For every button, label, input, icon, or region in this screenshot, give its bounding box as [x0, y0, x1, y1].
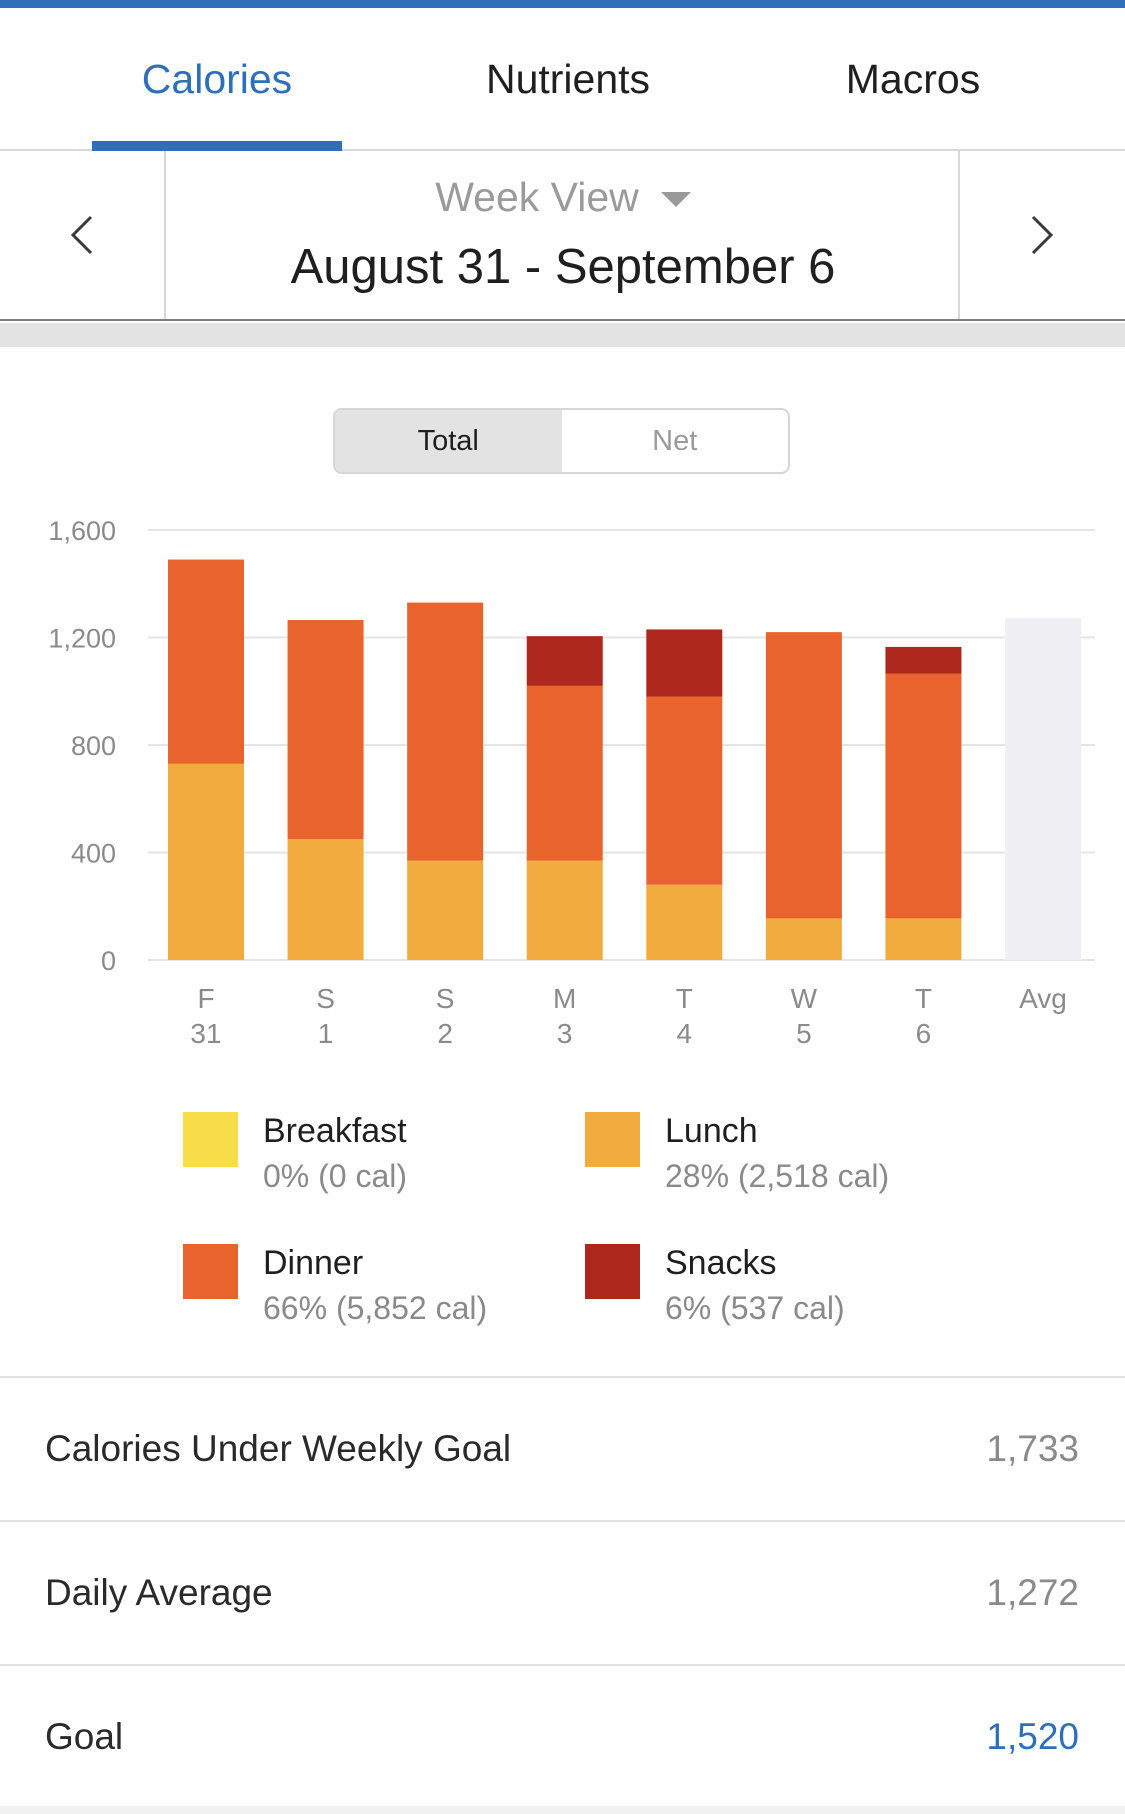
legend-item-breakfast: Breakfast 0% (0 cal)	[183, 1100, 603, 1210]
x-day-label: F	[197, 983, 214, 1014]
x-date-label: 4	[677, 1018, 693, 1049]
bar-segment-dinner[interactable]	[765, 632, 842, 919]
dinner-swatch	[183, 1244, 238, 1299]
breakfast-swatch	[183, 1112, 238, 1167]
x-date-label: 3	[557, 1018, 573, 1049]
legend-item-dinner: Dinner 66% (5,852 cal)	[183, 1232, 603, 1342]
goal-value-link[interactable]: 1,520	[986, 1716, 1079, 1757]
bar-segment-snacks[interactable]	[885, 646, 962, 674]
bar-segment-lunch[interactable]	[287, 839, 364, 960]
bar-segment-dinner[interactable]	[526, 685, 603, 861]
date-navigator: Week View August 31 - September 6	[0, 151, 1125, 321]
x-date-label: 2	[437, 1018, 453, 1049]
legend-name: Dinner	[263, 1244, 364, 1282]
bar-segment-snacks[interactable]	[646, 629, 723, 697]
y-tick-label: 1,600	[48, 516, 116, 546]
x-day-label: T	[676, 983, 693, 1014]
summary-row-daily-average: Daily Average 1,272	[0, 1520, 1125, 1664]
calorie-chart: 0 400 800 1,200 1,600 F 31 S 1 S 2 M 3 T 4 W 5 T 6 Avg	[0, 500, 1125, 1060]
x-date-label: 31	[190, 1018, 221, 1049]
summary-list: Calories Under Weekly Goal 1,733 Daily A…	[0, 1376, 1125, 1808]
chevron-right-icon	[1031, 215, 1054, 255]
lunch-swatch	[585, 1112, 640, 1167]
next-week-button[interactable]	[958, 151, 1124, 319]
y-tick-label: 0	[101, 946, 116, 976]
x-day-label: Avg	[1019, 983, 1067, 1014]
bar-segment-lunch[interactable]	[168, 763, 244, 960]
section-divider	[0, 323, 1125, 347]
chevron-left-icon	[70, 215, 93, 255]
view-mode-label: Week View	[435, 173, 639, 220]
tab-nutrients[interactable]: Nutrients	[485, 56, 651, 102]
x-day-label: W	[791, 983, 818, 1014]
tab-calories[interactable]: Calories	[141, 56, 293, 102]
snacks-swatch	[585, 1244, 640, 1299]
top-accent-strip	[0, 0, 1125, 8]
bar-segment-dinner[interactable]	[885, 673, 962, 919]
tab-bar: Calories Nutrients Macros	[0, 8, 1125, 151]
summary-label: Daily Average	[45, 1572, 273, 1613]
date-range-label: August 31 - September 6	[290, 240, 836, 294]
bar-segment-lunch[interactable]	[526, 860, 603, 960]
stacked-bar-chart: 0 400 800 1,200 1,600 F 31 S 1 S 2 M 3 T 4 W 5 T 6 Avg	[48, 516, 1095, 1049]
bar-segment-dinner[interactable]	[168, 559, 244, 764]
x-date-label: 1	[318, 1018, 334, 1049]
x-day-label: T	[915, 983, 932, 1014]
x-day-label: M	[553, 983, 576, 1014]
legend-value: 0% (0 cal)	[263, 1158, 408, 1194]
legend-value: 66% (5,852 cal)	[263, 1290, 488, 1326]
x-date-label: 5	[796, 1018, 812, 1049]
net-segment-button[interactable]: Net	[561, 410, 788, 472]
summary-row-goal[interactable]: Goal 1,520	[0, 1664, 1125, 1808]
bar-segment-dinner[interactable]	[407, 602, 484, 861]
legend-value: 28% (2,518 cal)	[665, 1158, 890, 1194]
summary-label: Calories Under Weekly Goal	[45, 1428, 512, 1469]
bar-segment-dinner[interactable]	[646, 696, 723, 885]
summary-label: Goal	[45, 1716, 124, 1757]
bottom-edge	[0, 1806, 1125, 1814]
view-mode-dropdown[interactable]: Week View	[168, 169, 958, 225]
date-display: Week View August 31 - September 6	[168, 151, 958, 319]
total-net-toggle: Total Net	[333, 408, 790, 474]
active-tab-indicator	[92, 141, 342, 151]
bar-segment-lunch[interactable]	[407, 860, 484, 960]
bar-segment-lunch[interactable]	[765, 918, 842, 960]
legend-item-snacks: Snacks 6% (537 cal)	[585, 1232, 1005, 1342]
bar-segment-snacks[interactable]	[526, 636, 603, 686]
summary-value: 1,733	[986, 1428, 1079, 1469]
x-day-label: S	[436, 983, 455, 1014]
legend-item-lunch: Lunch 28% (2,518 cal)	[585, 1100, 1005, 1210]
caret-down-icon	[660, 191, 691, 207]
bar-segment-lunch[interactable]	[885, 918, 962, 960]
tab-macros[interactable]: Macros	[845, 56, 981, 102]
avg-bar	[1005, 618, 1082, 960]
bar-segment-lunch[interactable]	[646, 884, 723, 960]
x-day-label: S	[316, 983, 335, 1014]
y-tick-label: 800	[71, 731, 116, 761]
legend-name: Lunch	[665, 1112, 758, 1150]
summary-value: 1,272	[986, 1572, 1079, 1613]
y-tick-label: 1,200	[48, 624, 116, 654]
bar-segment-dinner[interactable]	[287, 620, 364, 840]
legend-value: 6% (537 cal)	[665, 1290, 845, 1326]
legend-name: Breakfast	[263, 1112, 407, 1150]
legend-name: Snacks	[665, 1244, 777, 1282]
y-tick-label: 400	[71, 839, 116, 869]
previous-week-button[interactable]	[0, 151, 166, 319]
meal-legend: Breakfast 0% (0 cal) Lunch 28% (2,518 ca…	[0, 1100, 1125, 1360]
total-segment-button[interactable]: Total	[335, 410, 562, 472]
x-date-label: 6	[916, 1018, 932, 1049]
summary-row-weekly-goal: Calories Under Weekly Goal 1,733	[0, 1376, 1125, 1520]
